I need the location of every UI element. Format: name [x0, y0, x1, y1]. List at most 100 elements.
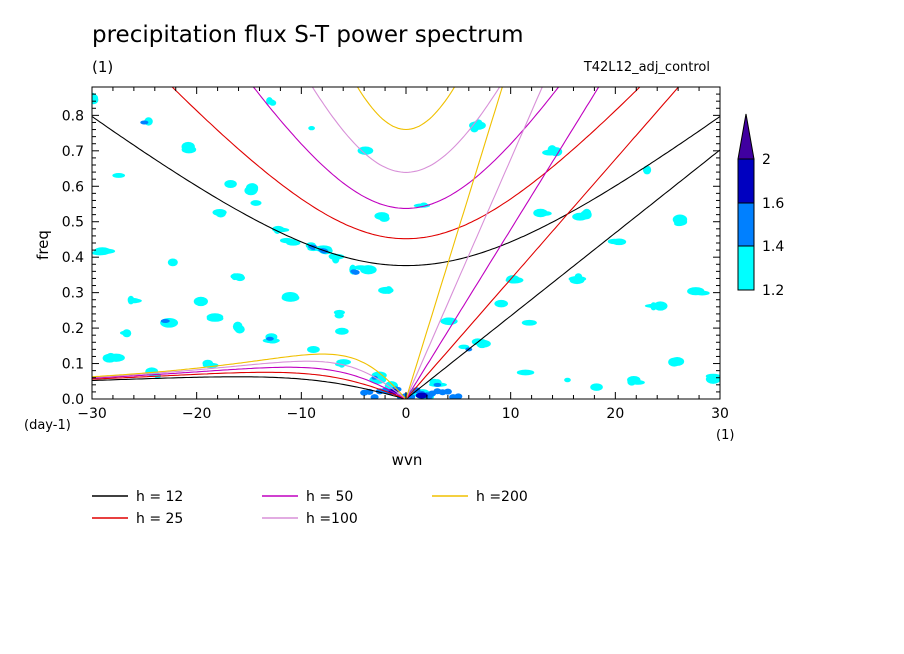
colorbar-label: 1.2	[762, 283, 784, 299]
colorbar-arrow	[737, 113, 755, 160]
x-tick-label: 10	[502, 406, 520, 422]
contour-region	[351, 269, 360, 275]
rossby-wave-curve	[92, 371, 407, 399]
contour-region	[333, 309, 346, 316]
contour-region	[122, 329, 132, 338]
contour-region	[370, 394, 379, 399]
contour-region	[102, 353, 117, 363]
contour-region	[694, 290, 710, 296]
kelvin-wave-curve	[405, 149, 720, 399]
inertia-gravity-curve	[311, 87, 501, 173]
colorbar-label: 2	[762, 152, 771, 168]
y-tick-label: 0.0	[62, 392, 84, 408]
contour-region	[269, 99, 277, 106]
contour-region	[357, 146, 374, 155]
contour-region	[494, 299, 509, 308]
contour-region	[112, 173, 126, 178]
rossby-wave-curve	[92, 360, 407, 399]
contour-region	[454, 393, 463, 399]
contour-region	[590, 383, 603, 391]
rossby-wave-curve	[92, 376, 407, 399]
contour-region	[433, 382, 442, 387]
y-tick-label: 0.7	[62, 144, 84, 160]
legend-label: h =100	[306, 511, 358, 527]
legend-label: h =200	[476, 489, 528, 505]
contour-region	[569, 276, 585, 285]
contour-region	[627, 375, 641, 384]
colorbar-segment	[737, 158, 755, 204]
colorbar-label: 1.6	[762, 196, 784, 212]
rossby-wave-curve	[92, 353, 407, 399]
y-axis-label: freq	[34, 230, 52, 260]
contour-region	[505, 276, 524, 284]
contour-region	[286, 240, 301, 246]
legend-label: h = 12	[136, 489, 183, 505]
axis-ticks	[91, 86, 721, 400]
y-tick-label: 0.4	[62, 250, 84, 266]
contour-region	[516, 369, 535, 376]
chart-subtitle: (1)	[92, 58, 114, 76]
contour-region	[202, 359, 214, 367]
contour-region	[332, 254, 340, 264]
y-tick-label: 0.3	[62, 286, 84, 302]
y-tick-label: 0.6	[62, 179, 84, 195]
inertia-gravity-curve	[171, 87, 641, 240]
contour-region	[308, 126, 315, 131]
legend: h = 12 h = 25 h = 50 h =100 h =200	[92, 489, 528, 527]
contour-region	[129, 298, 142, 303]
contour-region	[550, 147, 563, 157]
contour-region	[230, 273, 245, 280]
contour-region	[607, 238, 621, 245]
kelvin-wave-curve	[405, 87, 543, 399]
contour-region	[443, 388, 452, 395]
contour-region	[377, 212, 385, 220]
x-tick-label: 30	[711, 406, 729, 422]
y-tick-label: 0.8	[62, 108, 84, 124]
contour-region	[580, 210, 592, 220]
contour-region	[232, 321, 243, 332]
x-tick-label: −30	[77, 406, 107, 422]
contour-region	[140, 120, 149, 125]
contour-region	[193, 296, 208, 307]
y-tick-labels: 0.0 0.1 0.2 0.3 0.4 0.5 0.6 0.7 0.8	[62, 108, 84, 408]
contour-region	[668, 357, 681, 367]
contour-region	[181, 145, 197, 154]
contour-region	[360, 265, 377, 275]
inertia-gravity-curve	[252, 87, 560, 209]
contour-region	[212, 209, 227, 216]
x-tick-labels: −30 −20 −10 0 10 20 30	[77, 406, 729, 422]
contour-region	[98, 248, 116, 254]
x-tick-label: 0	[402, 406, 411, 422]
contour-region	[248, 184, 259, 194]
contour-region	[413, 203, 431, 208]
contour-region	[167, 258, 178, 267]
y-tick-label: 0.2	[62, 321, 84, 337]
y-tick-label: 0.5	[62, 215, 84, 231]
y-tick-label: 0.1	[62, 357, 84, 373]
x-axis-label: wvn	[392, 451, 423, 469]
kelvin-wave-curve	[405, 87, 600, 399]
contour-region	[160, 319, 170, 323]
x-tick-label: −10	[287, 406, 317, 422]
contour-region	[335, 327, 349, 335]
contour-region	[385, 286, 393, 294]
colorbar-segment	[737, 245, 755, 291]
contour-region	[224, 179, 237, 189]
contour-region	[206, 313, 224, 321]
inertia-gravity-curve	[356, 87, 456, 131]
colorbar: 1.2 1.4 1.6 2	[737, 113, 784, 299]
x-tick-label: −20	[182, 406, 212, 422]
contour-region	[281, 293, 300, 302]
plot-frame	[91, 86, 721, 400]
spectrum-contours	[92, 92, 720, 399]
contour-region	[533, 208, 548, 218]
x-axis-unit: (1)	[716, 428, 734, 443]
contour-region	[415, 392, 428, 399]
legend-label: h = 50	[306, 489, 353, 505]
contour-region	[266, 336, 274, 341]
kelvin-wave-curve	[405, 87, 680, 399]
rossby-wave-curve	[92, 366, 407, 399]
contour-region	[564, 377, 571, 383]
chart-title: precipitation flux S-T power spectrum	[92, 22, 524, 48]
